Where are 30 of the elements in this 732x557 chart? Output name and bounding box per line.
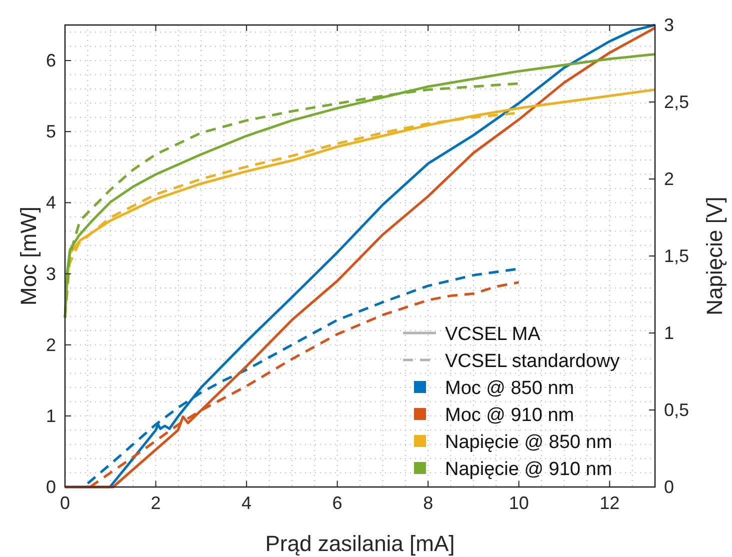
x-tick-label: 4 (242, 493, 252, 513)
y-tick-label: 2 (46, 334, 56, 355)
annotation: VCSEL MA (445, 324, 541, 345)
legend-label: Napięcie @ 850 nm (445, 432, 612, 453)
x-tick-label: 6 (332, 493, 342, 513)
legend-label: Moc @ 850 nm (445, 378, 574, 399)
y2-tick-label: 2 (664, 169, 674, 189)
y-tick-label: 4 (46, 192, 56, 213)
y2-tick-label: 2,5 (664, 92, 690, 112)
y-tick-label: 1 (46, 406, 56, 426)
x-tick-label: 12 (600, 493, 620, 513)
y2-axis-title: Napięcie [V] (702, 196, 727, 316)
x-tick-label: 0 (60, 493, 70, 513)
y2-tick-label: 3 (664, 15, 674, 35)
y2-tick-label: 1,5 (664, 246, 690, 266)
y-tick-label: 0 (46, 477, 56, 497)
y2-tick-label: 0 (664, 477, 674, 497)
y2-tick-label: 0,5 (664, 400, 690, 420)
annotation: VCSEL standardowy (445, 351, 620, 372)
y2-tick-label: 1 (664, 323, 674, 343)
x-tick-label: 10 (508, 493, 529, 513)
x-tick-label: 8 (423, 493, 434, 513)
x-tick-label: 2 (150, 493, 161, 513)
y-tick-label: 5 (46, 122, 56, 142)
y-axis-title: Moc [mW] (16, 206, 41, 306)
y-tick-label: 6 (46, 50, 56, 71)
x-axis-title: Prąd zasilania [mA] (265, 531, 455, 556)
legend-label: Moc @ 910 nm (445, 405, 574, 426)
y-tick-label: 3 (46, 264, 56, 284)
legend-label: Napięcie @ 910 nm (445, 459, 612, 480)
